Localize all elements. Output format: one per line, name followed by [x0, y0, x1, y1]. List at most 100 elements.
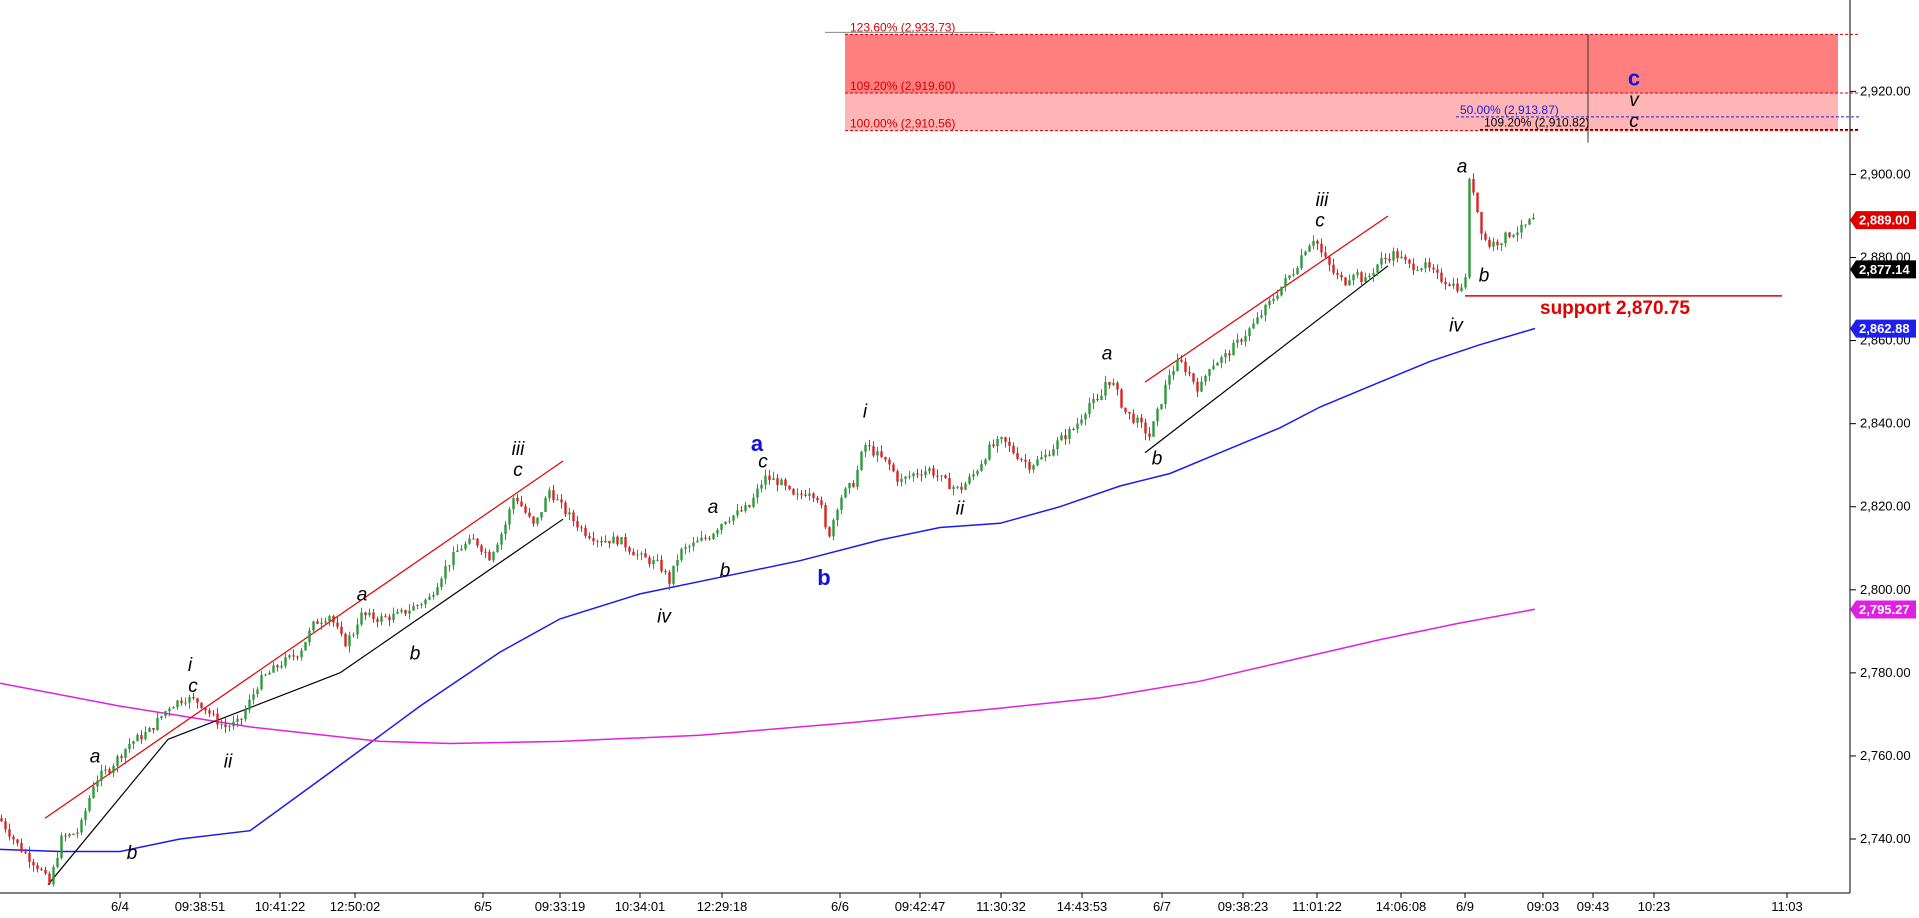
candle-body [1456, 283, 1459, 291]
candle-body [1324, 252, 1327, 257]
candle-body [1428, 262, 1431, 268]
candle-body [1280, 286, 1283, 296]
candle-body [1512, 235, 1515, 237]
candle-body [256, 689, 259, 695]
candle-body [1516, 232, 1519, 236]
candle-body [60, 835, 63, 859]
candle-body [0, 818, 3, 822]
candle-body [488, 551, 491, 561]
candle-body [1268, 300, 1271, 306]
candle-body [168, 708, 171, 712]
candle-body [708, 538, 711, 540]
candle-body [1036, 459, 1039, 466]
channel-line [339, 518, 564, 674]
candle-body [1320, 243, 1323, 253]
candle-body [296, 656, 299, 658]
wave-label: c [1628, 65, 1640, 90]
candle-body [228, 726, 231, 728]
candle-body [476, 538, 479, 546]
candle-body [1140, 417, 1143, 423]
candle-body [760, 484, 763, 489]
candle-body [240, 718, 243, 720]
wave-label: ii [956, 498, 965, 519]
fib-zone-upper [845, 34, 1838, 94]
candle-body [712, 533, 715, 540]
candle-body [48, 873, 51, 885]
candle-body [1056, 440, 1059, 450]
candle-body [312, 621, 315, 631]
candle-body [832, 520, 835, 537]
candle-body [76, 832, 79, 834]
candle-body [576, 521, 579, 528]
candle-body [1256, 317, 1259, 324]
candle-body [820, 500, 823, 506]
candle-body [840, 497, 843, 510]
candle-body [1008, 441, 1011, 446]
fib-extra-label: 109.20% (2,910.82) [1484, 116, 1589, 130]
price-tag-label: 2,889.00 [1859, 213, 1910, 228]
candle-body [920, 474, 923, 476]
moving-averages [0, 327, 1536, 853]
candle-body [132, 741, 135, 744]
x-tick-label: 14:43:53 [1057, 899, 1108, 914]
candle-body [1032, 465, 1035, 470]
candle-body [1312, 240, 1315, 246]
candle-body [752, 497, 755, 507]
candle-body [340, 626, 343, 634]
candle-body [1120, 389, 1123, 408]
candle-body [780, 479, 783, 485]
candle-body [448, 565, 451, 567]
candle-body [188, 696, 191, 703]
candle-body [44, 869, 47, 874]
x-tick-label: 09:43 [1577, 899, 1610, 914]
candle-body [1240, 339, 1243, 342]
candle-body [1480, 212, 1483, 234]
candle-body [80, 819, 83, 833]
candle-body [1176, 360, 1179, 372]
candle-body [200, 702, 203, 708]
x-tick-label: 14:06:08 [1376, 899, 1427, 914]
x-tick-label: 12:50:02 [330, 899, 381, 914]
candle-body [1212, 365, 1215, 370]
candle-body [1092, 398, 1095, 404]
candle-body [304, 642, 307, 651]
candle-body [964, 483, 967, 490]
candle-body [400, 610, 403, 612]
candle-body [1508, 232, 1511, 237]
candle-body [940, 475, 943, 477]
wave-label: a [90, 746, 101, 767]
candle-body [1432, 267, 1435, 270]
candle-body [104, 769, 107, 771]
candle-body [528, 512, 531, 517]
candle-body [392, 613, 395, 621]
candle-body [736, 510, 739, 516]
candle-body [520, 501, 523, 507]
candle-body [216, 713, 219, 725]
candle-body [276, 665, 279, 668]
wave-label: i [188, 655, 193, 676]
candle-body [1156, 408, 1159, 422]
candle-body [540, 512, 543, 518]
moving-average-line [0, 608, 1536, 745]
wave-label: c [513, 460, 523, 481]
x-tick-label: 6/6 [831, 899, 849, 914]
candle-body [808, 493, 811, 497]
candle-body [544, 498, 547, 513]
candle-body [1044, 454, 1047, 458]
candle-body [764, 475, 767, 485]
wave-label: c [188, 676, 198, 697]
x-tick-label: 11:01:22 [1292, 899, 1342, 914]
candle-body [928, 468, 931, 472]
candle-body [1028, 461, 1031, 470]
candle-body [1144, 422, 1147, 434]
candle-body [492, 552, 495, 561]
candle-body [792, 489, 795, 495]
candle-body [1292, 274, 1295, 276]
candle-body [636, 554, 639, 556]
candle-body [1396, 251, 1399, 259]
candle-body [1192, 373, 1195, 382]
candle-body [1440, 272, 1443, 282]
candle-body [8, 829, 11, 837]
candle-body [272, 665, 275, 673]
